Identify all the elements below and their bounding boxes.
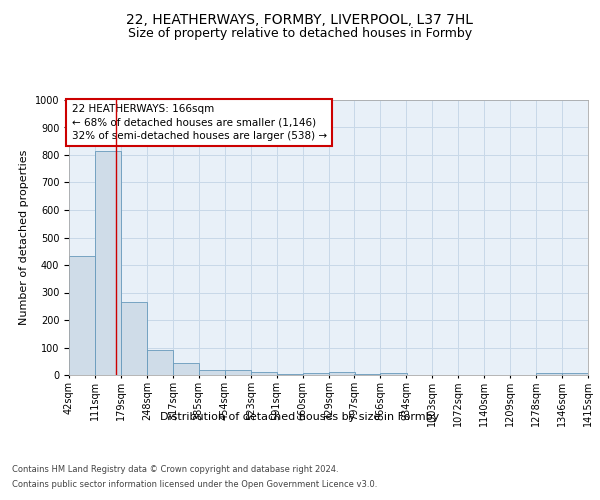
Bar (121, 302, 147, 375)
Bar (302, 372, 329, 375)
Bar (536, 373, 562, 375)
Bar (95, 151, 121, 375)
Bar (380, 374, 407, 375)
Bar (355, 374, 380, 375)
Y-axis label: Number of detached properties: Number of detached properties (19, 150, 29, 325)
Bar (199, 370, 225, 375)
Bar (329, 372, 355, 375)
Bar (562, 374, 588, 375)
Bar (173, 363, 199, 375)
Text: Contains HM Land Registry data © Crown copyright and database right 2024.: Contains HM Land Registry data © Crown c… (12, 465, 338, 474)
Text: Contains public sector information licensed under the Open Government Licence v3: Contains public sector information licen… (12, 480, 377, 489)
Bar (69, 256, 95, 375)
Bar (251, 372, 277, 375)
Bar (147, 350, 173, 375)
Text: 22, HEATHERWAYS, FORMBY, LIVERPOOL, L37 7HL: 22, HEATHERWAYS, FORMBY, LIVERPOOL, L37 … (127, 12, 473, 26)
Text: Size of property relative to detached houses in Formby: Size of property relative to detached ho… (128, 28, 472, 40)
Text: Distribution of detached houses by size in Formby: Distribution of detached houses by size … (160, 412, 440, 422)
Text: 22 HEATHERWAYS: 166sqm
← 68% of detached houses are smaller (1,146)
32% of semi-: 22 HEATHERWAYS: 166sqm ← 68% of detached… (71, 104, 327, 141)
Bar (277, 374, 302, 375)
Bar (225, 370, 251, 375)
